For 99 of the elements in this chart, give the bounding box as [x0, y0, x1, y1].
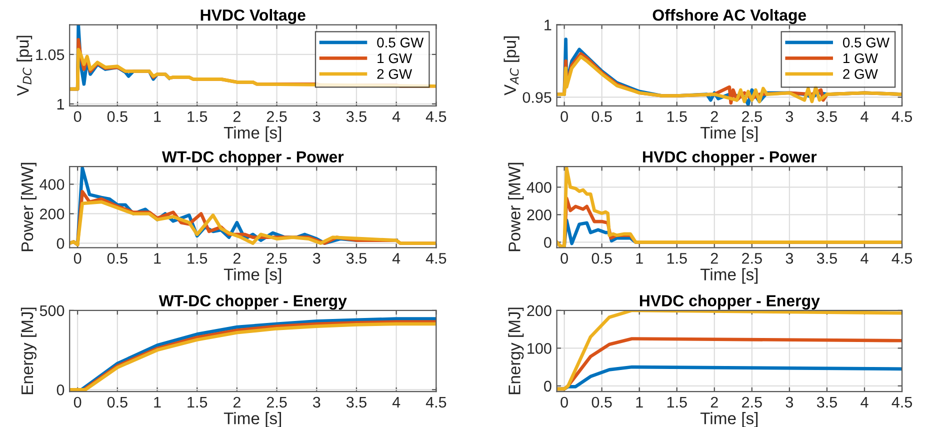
- y-axis-title: Power [MW]: [20, 162, 36, 252]
- x-tick-label: 0: [74, 111, 82, 122]
- y-tick-label: 0: [56, 238, 64, 249]
- x-tick-label: 3: [786, 396, 794, 408]
- x-tick-label: 0: [74, 396, 82, 408]
- legend-label: 1 GW: [844, 53, 878, 64]
- x-tick-label: 3.5: [816, 252, 837, 264]
- y-tick-label: 200: [40, 208, 64, 220]
- x-tick-label: 4.5: [892, 396, 912, 408]
- y-tick-label: 1.05: [36, 49, 64, 60]
- chart-title: HVDC Voltage: [200, 9, 306, 24]
- x-tick-label: 3: [312, 252, 320, 264]
- legend-label: 0.5 GW: [842, 38, 890, 48]
- x-axis-title: Time [s]: [700, 268, 758, 284]
- x-tick-label: 1.5: [667, 396, 687, 408]
- x-axis-title: Time [s]: [224, 268, 282, 284]
- chart-title: Offshore AC Voltage: [652, 9, 806, 24]
- y-tick-label: 200: [527, 305, 552, 316]
- y-tick-label: 400: [40, 179, 64, 190]
- x-tick-label: 1: [154, 253, 161, 264]
- x-tick-label: 0.5: [592, 111, 612, 122]
- x-tick-label: 3: [312, 111, 320, 122]
- legend-label: 0.5 GW: [377, 38, 424, 48]
- x-tick-label: 4.5: [426, 111, 446, 122]
- x-tick-label: 1: [154, 396, 161, 408]
- x-tick-label: 1.5: [188, 253, 208, 264]
- y-tick-label: 400: [526, 182, 552, 193]
- y-tick-label: 0.95: [522, 92, 552, 103]
- chart-title: HVDC chopper - Power: [643, 150, 817, 166]
- x-tick-label: 0.5: [107, 252, 128, 264]
- x-tick-label: 0.5: [592, 396, 612, 408]
- x-tick-label: 4: [860, 111, 868, 122]
- x-tick-label: 0.5: [107, 111, 128, 122]
- legend-label: 1 GW: [378, 53, 412, 64]
- x-tick-label: 1.5: [667, 253, 687, 264]
- y-axis-title: Energy [MJ]: [508, 308, 524, 394]
- x-tick-label: 0: [560, 252, 568, 264]
- x-tick-label: 2: [233, 111, 240, 122]
- x-tick-label: 4.5: [426, 253, 446, 264]
- x-axis-title: Time [s]: [700, 126, 758, 142]
- x-tick-label: 0.5: [107, 396, 128, 408]
- x-tick-label: 1: [636, 253, 643, 264]
- x-tick-label: 3: [312, 396, 320, 408]
- x-tick-label: 0: [74, 252, 82, 264]
- legend-label: 2 GW: [843, 69, 878, 79]
- x-tick-label: 4: [392, 111, 400, 122]
- x-tick-label: 3: [786, 252, 794, 264]
- y-tick-label: 200: [527, 210, 552, 220]
- x-tick-label: 2.5: [742, 396, 762, 408]
- chart-title: WT-DC chopper - Energy: [158, 294, 347, 310]
- x-tick-label: 1.5: [188, 396, 208, 408]
- line-series: [556, 310, 902, 391]
- y-axis-title: Energy [MJ]: [20, 308, 36, 394]
- y-axis-title: V$_{DC}$ [pu]: [16, 36, 32, 96]
- x-axis-title: Time [s]: [224, 126, 282, 142]
- x-tick-label: 3.5: [816, 111, 837, 122]
- x-tick-label: 2: [233, 396, 240, 408]
- x-tick-label: 1.5: [667, 111, 687, 122]
- x-tick-label: 1: [636, 111, 643, 122]
- x-tick-label: 4.5: [892, 111, 912, 122]
- x-tick-label: 2: [710, 396, 718, 408]
- x-tick-label: 2.5: [266, 396, 287, 408]
- x-tick-label: 2.5: [742, 111, 762, 122]
- x-tick-label: 1: [154, 111, 161, 122]
- x-tick-label: 2: [710, 111, 718, 122]
- x-tick-label: 0.5: [592, 252, 612, 264]
- x-tick-label: 2: [233, 252, 240, 264]
- y-tick-label: 1: [544, 20, 552, 30]
- x-tick-label: 4.5: [892, 253, 912, 264]
- y-tick-label: 0: [56, 384, 64, 396]
- legend-label: 2 GW: [377, 69, 412, 79]
- y-tick-label: 1: [57, 98, 64, 110]
- chart-title: HVDC chopper - Energy: [640, 294, 820, 310]
- x-tick-label: 3.5: [346, 252, 366, 264]
- y-axis-title: Power [MW]: [508, 162, 524, 252]
- x-tick-label: 0: [560, 396, 568, 408]
- x-tick-label: 0: [560, 111, 568, 122]
- y-tick-label: 500: [40, 305, 64, 316]
- x-tick-label: 2.5: [266, 252, 287, 264]
- x-tick-label: 3.5: [346, 396, 366, 408]
- x-tick-label: 2: [710, 252, 718, 264]
- line-series: [556, 166, 902, 248]
- x-tick-label: 4.5: [426, 396, 446, 408]
- x-tick-label: 4: [860, 396, 868, 408]
- x-tick-label: 3.5: [816, 396, 837, 408]
- x-tick-label: 4: [392, 396, 400, 408]
- y-tick-label: 0: [544, 237, 552, 248]
- x-tick-label: 4: [392, 253, 400, 264]
- x-tick-label: 3: [786, 111, 794, 122]
- y-tick-label: 100: [528, 343, 552, 354]
- y-axis-title: V$_{AC}$ [pu]: [504, 36, 520, 96]
- y-tick-label: 0: [544, 380, 552, 392]
- x-tick-label: 2.5: [742, 252, 762, 264]
- x-tick-label: 3.5: [346, 111, 366, 122]
- chart-title: WT-DC chopper - Power: [162, 150, 344, 166]
- x-tick-label: 2.5: [266, 111, 287, 122]
- x-tick-label: 4: [860, 253, 868, 264]
- x-tick-label: 1: [636, 396, 643, 408]
- x-tick-label: 1.5: [188, 111, 208, 122]
